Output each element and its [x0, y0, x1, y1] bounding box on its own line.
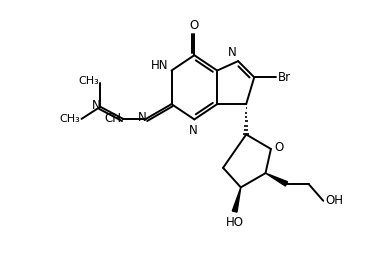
Text: Br: Br [278, 71, 291, 84]
Polygon shape [232, 187, 241, 212]
Text: O: O [274, 141, 283, 154]
Text: N: N [92, 99, 101, 112]
Text: HN: HN [151, 59, 168, 72]
Text: OH: OH [325, 194, 344, 207]
Text: CH: CH [105, 112, 122, 125]
Text: N: N [138, 111, 147, 124]
Text: O: O [190, 19, 199, 32]
Text: CH₃: CH₃ [59, 114, 80, 124]
Text: N: N [189, 124, 198, 137]
Text: N: N [228, 46, 237, 59]
Polygon shape [266, 173, 288, 186]
Text: CH₃: CH₃ [78, 76, 99, 86]
Text: HO: HO [226, 216, 244, 230]
